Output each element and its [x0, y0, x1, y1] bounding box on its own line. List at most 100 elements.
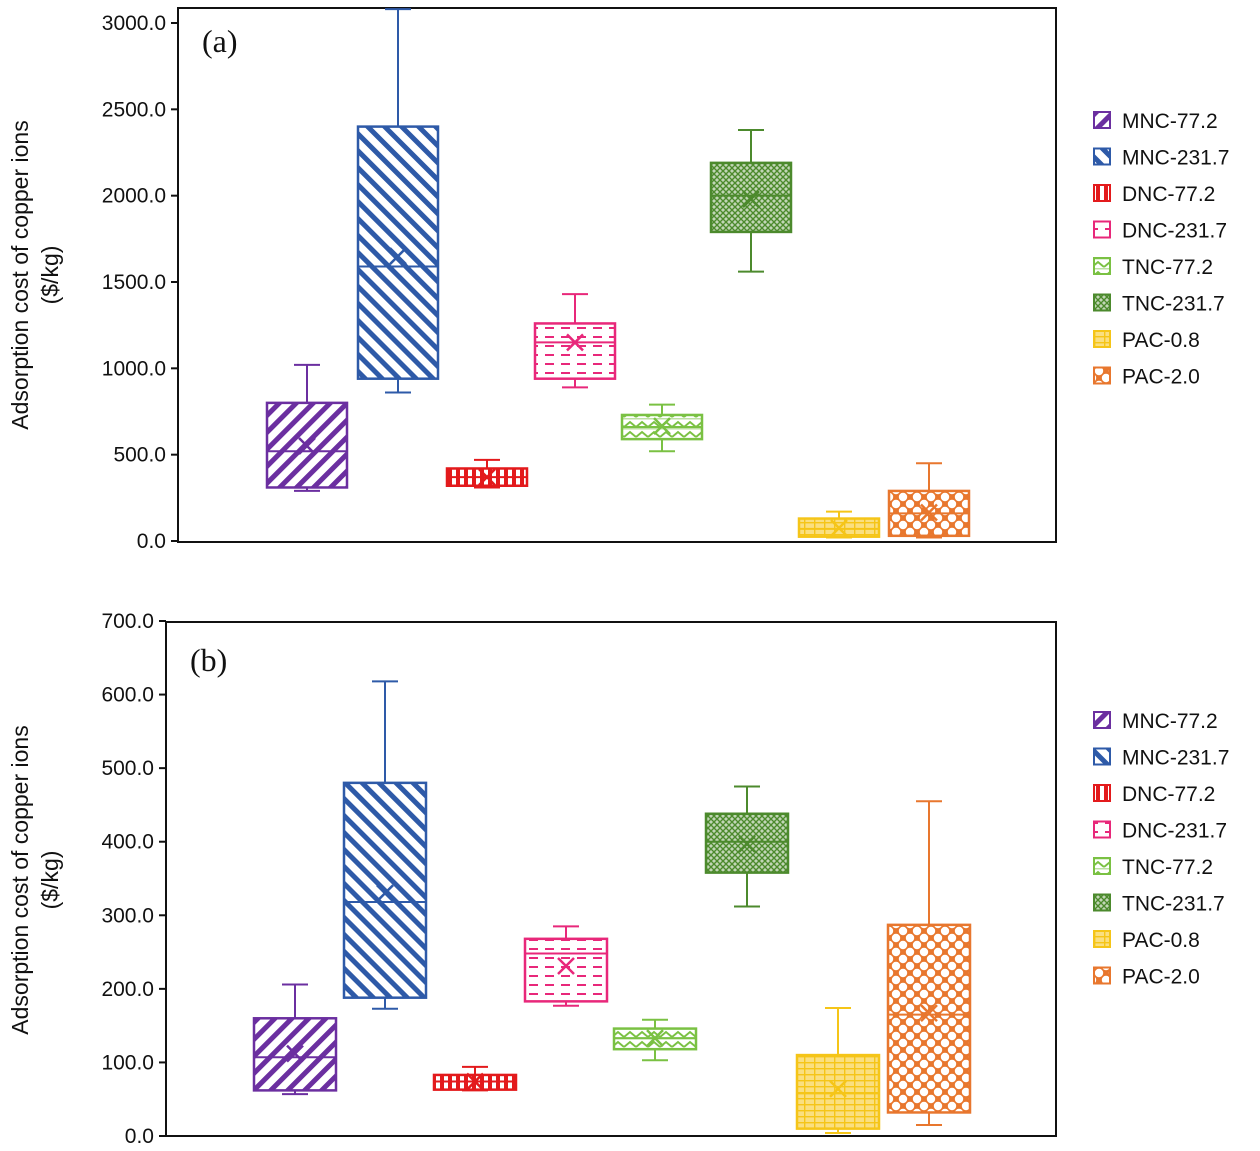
mean-marker — [646, 1029, 664, 1048]
legend-label: PAC-2.0 — [1122, 366, 1200, 389]
legend-swatch — [1093, 293, 1111, 312]
y-tick-label: 2500.0 — [102, 98, 166, 121]
legend-swatch — [1093, 366, 1111, 385]
legend-label: MNC-231.7 — [1122, 747, 1229, 770]
legend-swatch — [1093, 747, 1111, 766]
legend-label: DNC-77.2 — [1122, 783, 1215, 806]
y-tick-label: 2000.0 — [102, 185, 166, 208]
legend-label: PAC-0.8 — [1122, 329, 1200, 352]
mean-marker — [286, 1044, 304, 1063]
iqr-box — [342, 781, 428, 999]
y-axis-label-a: Adsorption cost of copper ions — [7, 120, 33, 429]
panel-a: (a) Adsorption cost of copper ions ($/kg… — [7, 7, 1229, 553]
legend-swatch — [1093, 147, 1111, 166]
legend-label: TNC-231.7 — [1122, 293, 1225, 316]
box-dnc-77-2 — [445, 458, 529, 489]
box-dnc-231-7 — [533, 293, 617, 389]
mean-marker — [830, 519, 848, 537]
box-pac-0-8 — [797, 510, 881, 539]
y-tick-label: 700.0 — [101, 610, 154, 633]
panel-b: (b) Adsorption cost of copper ions ($/kg… — [7, 610, 1229, 1148]
y-axis-unit-a: ($/kg) — [37, 246, 63, 305]
plot-frame-a — [177, 7, 1057, 543]
legend-label: MNC-77.2 — [1122, 710, 1218, 733]
legend-swatch — [1093, 330, 1111, 348]
legend-label: PAC-0.8 — [1122, 929, 1200, 952]
y-axis-unit-b: ($/kg) — [37, 851, 63, 910]
mean-marker — [738, 835, 756, 853]
box-tnc-231-7 — [704, 785, 790, 908]
mean-marker — [653, 417, 671, 436]
panel-label-a: (a) — [202, 23, 238, 59]
legend-label: MNC-77.2 — [1122, 110, 1218, 133]
boxes-b — [252, 680, 972, 1135]
box-pac-2-0 — [887, 462, 971, 539]
mean-marker — [478, 468, 496, 486]
y-tick-label: 200.0 — [101, 978, 154, 1001]
legend-label: DNC-231.7 — [1122, 820, 1227, 843]
legend-a: MNC-77.2 MNC-231.7 DNC-77.2 DNC-231.7 TNC-77… — [1093, 110, 1229, 389]
mean-marker — [920, 503, 938, 522]
y-tick-label: 0.0 — [137, 530, 166, 553]
legend-b: MNC-77.2 MNC-231.7 DNC-77.2 DNC-231.7 TNC-77… — [1093, 710, 1229, 989]
y-tick-label: 1000.0 — [102, 357, 166, 380]
legend-label: PAC-2.0 — [1122, 966, 1200, 989]
boxes-a — [265, 8, 971, 539]
legend-swatch — [1093, 111, 1111, 129]
box-tnc-231-7 — [709, 129, 793, 273]
box-mnc-231-7 — [342, 680, 428, 1010]
y-tick-label: 0.0 — [125, 1125, 154, 1148]
box-tnc-77-2 — [620, 403, 704, 453]
mean-marker — [566, 333, 584, 352]
mean-marker — [742, 190, 760, 209]
y-tick-label: 500.0 — [113, 444, 166, 467]
legend-swatch — [1093, 711, 1111, 729]
mean-marker — [389, 247, 407, 265]
mean-marker — [298, 437, 316, 455]
box-pac-0-8 — [795, 1006, 881, 1135]
legend-swatch — [1093, 257, 1111, 275]
legend-swatch — [1093, 930, 1111, 948]
iqr-box — [533, 322, 617, 380]
mean-marker — [466, 1072, 484, 1091]
plot-frame-b — [165, 621, 1057, 1137]
box-mnc-77-2 — [265, 363, 349, 492]
y-tick-label: 400.0 — [101, 831, 154, 854]
box-pac-2-0 — [886, 800, 972, 1126]
legend-swatch — [1093, 857, 1111, 875]
iqr-box — [356, 125, 440, 380]
mean-marker — [920, 1004, 938, 1023]
box-dnc-231-7 — [523, 925, 609, 1007]
legend-label: TNC-77.2 — [1122, 856, 1213, 879]
legend-swatch — [1093, 893, 1111, 912]
y-axis-label-b: Adsorption cost of copper ions — [7, 725, 33, 1034]
legend-swatch — [1093, 220, 1111, 239]
box-tnc-77-2 — [612, 1018, 698, 1062]
y-tick-label: 600.0 — [101, 684, 154, 707]
y-tick-label: 500.0 — [101, 757, 154, 780]
box-mnc-77-2 — [252, 983, 338, 1096]
y-tick-label: 100.0 — [101, 1051, 154, 1074]
legend-swatch — [1093, 784, 1111, 802]
legend-label: DNC-77.2 — [1122, 183, 1215, 206]
mean-marker — [557, 957, 575, 975]
y-tick-label: 300.0 — [101, 904, 154, 927]
legend-swatch — [1093, 184, 1111, 202]
legend-label: TNC-231.7 — [1122, 893, 1225, 916]
y-tick-label: 1500.0 — [102, 271, 166, 294]
box-dnc-77-2 — [432, 1065, 518, 1092]
y-axis-ticks-b: 0.0 100.0 200.0 300.0 400.0 500.0 600.0 700.0 — [101, 610, 166, 1148]
iqr-box — [795, 1053, 881, 1130]
legend-label: MNC-231.7 — [1122, 147, 1229, 170]
y-tick-label: 3000.0 — [102, 12, 166, 35]
y-axis-ticks-a: 0.0 500.0 1000.0 1500.0 2000.0 2500.0 3000.0 — [102, 12, 178, 553]
panel-label-b: (b) — [190, 642, 227, 678]
legend-label: DNC-231.7 — [1122, 220, 1227, 243]
box-mnc-231-7 — [356, 8, 440, 394]
legend-label: TNC-77.2 — [1122, 256, 1213, 279]
mean-marker — [376, 884, 394, 903]
iqr-box — [523, 937, 609, 1003]
legend-swatch — [1093, 820, 1111, 839]
mean-marker — [829, 1080, 847, 1098]
